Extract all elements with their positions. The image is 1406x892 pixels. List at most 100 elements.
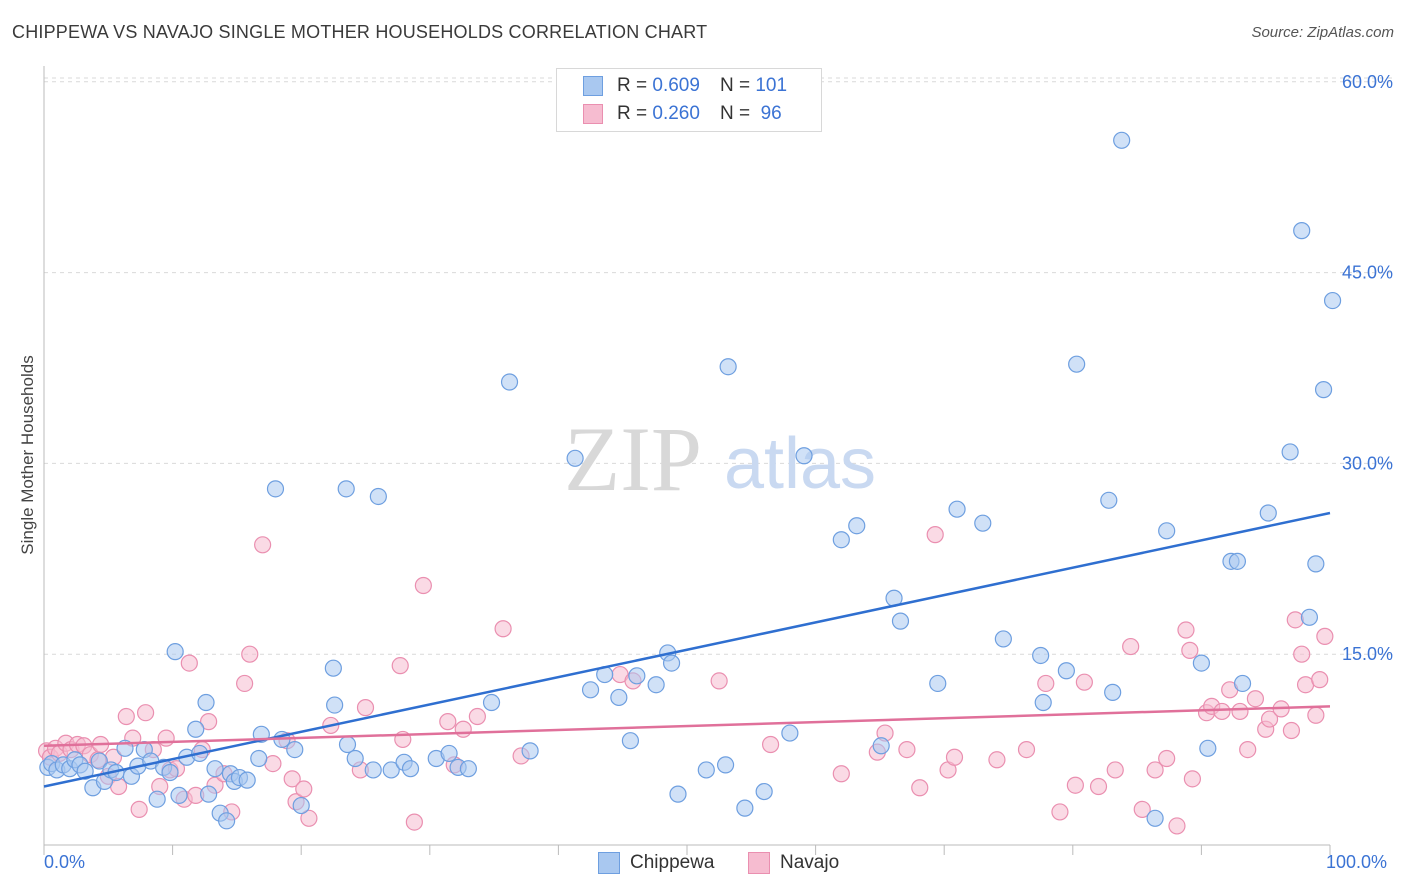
navajo-point bbox=[1037, 674, 1055, 693]
chippewa-point bbox=[610, 688, 628, 707]
chippewa-point bbox=[1146, 809, 1164, 827]
navajo-point bbox=[1066, 776, 1084, 794]
chippewa-point bbox=[292, 796, 310, 815]
chippewa-point bbox=[76, 762, 94, 780]
chippewa-point bbox=[1100, 491, 1118, 509]
chippewa-point bbox=[719, 358, 737, 376]
chippewa-point bbox=[521, 742, 539, 760]
chippewa-point bbox=[1233, 674, 1252, 693]
navajo-point bbox=[494, 620, 512, 638]
chippewa-point bbox=[1314, 381, 1333, 399]
x-tick-max: 100.0% bbox=[1326, 852, 1388, 872]
navajo-point bbox=[1181, 641, 1199, 659]
chippewa-point bbox=[337, 480, 355, 498]
navajo-point bbox=[283, 770, 301, 788]
chippewa-point bbox=[1032, 646, 1050, 665]
navajo-point bbox=[1168, 817, 1186, 835]
navajo-point bbox=[1158, 749, 1176, 768]
chippewa-point bbox=[736, 799, 754, 817]
navajo-point bbox=[157, 729, 175, 747]
chippewa-point bbox=[1113, 131, 1131, 149]
chippewa-swatch bbox=[598, 852, 620, 874]
chippewa-point bbox=[170, 786, 188, 804]
chippewa-point bbox=[324, 659, 342, 677]
chippewa-point bbox=[716, 756, 735, 774]
navajo-point bbox=[1231, 702, 1249, 721]
chippewa-point bbox=[1158, 522, 1176, 540]
y-tick-labels: 15.0% 30.0% 45.0% 60.0% bbox=[1342, 72, 1393, 664]
chippewa-point bbox=[832, 531, 850, 549]
navajo-point bbox=[1122, 637, 1140, 656]
legend-r-label: R = bbox=[617, 75, 648, 96]
y-tick-label: 30.0% bbox=[1342, 453, 1393, 473]
chippewa-point bbox=[669, 785, 687, 803]
legend-r-value: 0.260 bbox=[652, 103, 700, 124]
chippewa-point bbox=[459, 760, 477, 778]
chippewa-trend-line bbox=[43, 511, 1331, 788]
legend-n-label: N = bbox=[719, 75, 751, 96]
watermark-zip: ZIP bbox=[564, 408, 702, 510]
chippewa-point bbox=[401, 760, 420, 778]
navajo-point bbox=[911, 779, 929, 797]
chippewa-point bbox=[166, 643, 184, 661]
chippewa-point bbox=[929, 674, 947, 693]
grid-lines bbox=[44, 77, 1394, 655]
chippewa-point bbox=[948, 500, 966, 518]
navajo-point bbox=[1286, 611, 1304, 629]
chippewa-point bbox=[581, 681, 600, 699]
navajo-point bbox=[761, 735, 780, 754]
legend-item-navajo[interactable]: Navajo bbox=[748, 852, 839, 874]
chippewa-point bbox=[90, 752, 108, 770]
y-tick-label: 45.0% bbox=[1342, 263, 1393, 283]
navajo-point bbox=[1146, 761, 1164, 779]
chippewa-point bbox=[1323, 291, 1342, 310]
chippewa-point bbox=[218, 812, 236, 830]
chart-title: CHIPPEWA VS NAVAJO SINGLE MOTHER HOUSEHO… bbox=[12, 22, 708, 42]
chippewa-point bbox=[250, 749, 268, 768]
chippewa-point bbox=[197, 693, 215, 712]
chippewa-point bbox=[1293, 222, 1311, 240]
chippewa-point bbox=[872, 737, 890, 755]
chippewa-point bbox=[187, 720, 205, 738]
navajo-point bbox=[1239, 740, 1257, 759]
chippewa-point bbox=[1281, 443, 1299, 461]
navajo-point bbox=[468, 707, 486, 726]
chippewa-swatch bbox=[583, 76, 603, 96]
legend-item-chippewa[interactable]: Chippewa bbox=[598, 852, 715, 874]
chippewa-point bbox=[1228, 552, 1247, 570]
navajo-point bbox=[1311, 671, 1329, 689]
navajo-point bbox=[898, 740, 916, 759]
chippewa-point bbox=[1307, 555, 1325, 573]
navajo-point bbox=[136, 704, 155, 722]
navajo-point bbox=[300, 809, 318, 827]
chippewa-point bbox=[795, 447, 813, 465]
navajo-point bbox=[1089, 777, 1108, 796]
chippewa-point bbox=[482, 693, 501, 712]
chippewa-point bbox=[161, 763, 179, 782]
chippewa-point bbox=[369, 487, 387, 506]
chippewa-point bbox=[628, 667, 646, 685]
watermark-atlas: atlas bbox=[724, 424, 876, 504]
legend-n-value: 96 bbox=[755, 103, 782, 124]
axes bbox=[43, 66, 1331, 855]
navajo-point bbox=[1316, 627, 1334, 645]
x-tick-min: 0.0% bbox=[44, 852, 86, 872]
chippewa-point bbox=[364, 761, 382, 779]
navajo-point bbox=[130, 800, 148, 818]
chippewa-point bbox=[1300, 608, 1319, 626]
chippewa-point bbox=[566, 449, 584, 467]
navajo-point bbox=[832, 765, 850, 783]
navajo-point bbox=[1051, 803, 1069, 821]
chippewa-points bbox=[39, 131, 1342, 830]
navajo-point bbox=[1183, 770, 1201, 788]
legend-label-chippewa: Chippewa bbox=[630, 852, 715, 873]
navajo-trend-line bbox=[43, 705, 1331, 748]
navajo-point bbox=[710, 672, 728, 690]
navajo-point bbox=[1246, 690, 1265, 708]
correlation-legend: R = 0.609 N = 101 R = 0.260 N = 96 bbox=[556, 68, 822, 132]
chippewa-point bbox=[1068, 355, 1086, 373]
navajo-point bbox=[1133, 800, 1151, 818]
chippewa-point bbox=[338, 735, 357, 754]
chippewa-point bbox=[200, 785, 218, 803]
